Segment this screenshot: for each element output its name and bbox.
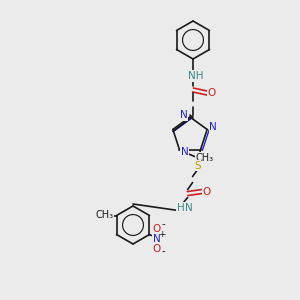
Text: N: N: [181, 147, 188, 157]
Text: N: N: [209, 122, 217, 132]
Text: N: N: [180, 110, 188, 120]
Text: O: O: [202, 187, 211, 196]
Text: O: O: [152, 224, 160, 233]
Text: O: O: [208, 88, 216, 98]
Text: CH₃: CH₃: [195, 153, 214, 163]
Text: N: N: [185, 202, 193, 213]
Text: CH₃: CH₃: [95, 211, 114, 220]
Text: H: H: [177, 202, 184, 213]
Text: +: +: [158, 230, 165, 239]
Text: -: -: [162, 220, 165, 230]
Text: NH: NH: [188, 71, 204, 81]
Text: S: S: [194, 160, 201, 171]
Text: -: -: [162, 247, 165, 256]
Text: N: N: [153, 233, 160, 244]
Text: O: O: [152, 244, 160, 254]
